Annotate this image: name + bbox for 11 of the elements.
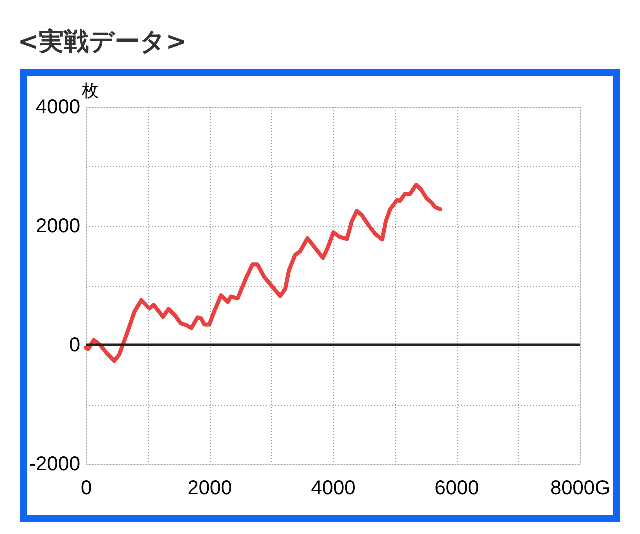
y-tick-label: 0 (69, 334, 80, 356)
y-axis-title: 枚 (81, 82, 99, 102)
x-tick-label: 2000 (188, 478, 232, 500)
x-tick-label: 4000 (311, 478, 356, 500)
line-series (84, 182, 442, 364)
y-tick-label: 4000 (36, 96, 80, 118)
x-tick-label: 6000 (434, 478, 480, 500)
y-tick-label: 2000 (36, 216, 80, 238)
chart-title: <実戦データ> (18, 27, 187, 56)
x-tick-label: 8000G (550, 478, 611, 500)
y-tick-label: -2000 (29, 454, 80, 476)
